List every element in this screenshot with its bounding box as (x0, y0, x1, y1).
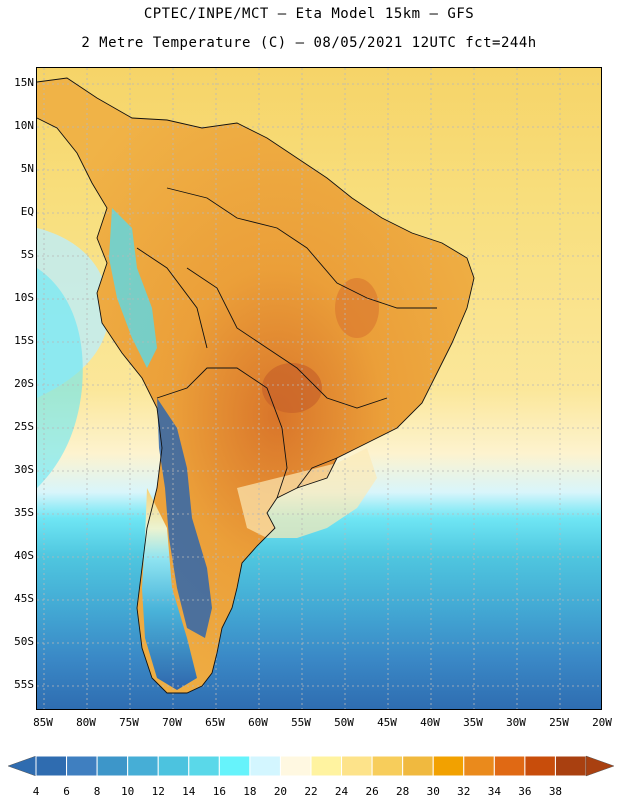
lat-label: 15N (14, 76, 34, 89)
colorbar-tick-label: 24 (334, 785, 349, 798)
country-borders (37, 77, 475, 694)
colorbar-swatch (371, 755, 404, 777)
lat-label: 35S (14, 506, 34, 519)
colorbar-swatch (310, 755, 343, 777)
lat-label: EQ (20, 205, 34, 218)
colorbar-tick-label: 20 (273, 785, 288, 798)
colorbar-tick-label: 18 (243, 785, 257, 798)
lon-label: 65W (205, 716, 225, 729)
map-title-line-1: CPTEC/INPE/MCT – Eta Model 15km – GFS (143, 6, 475, 22)
lat-label: 15S (14, 334, 34, 347)
colorbar-swatch (341, 755, 373, 777)
colorbar-swatch (554, 755, 587, 777)
north-andes-cool (109, 208, 157, 368)
hot-core-central (262, 363, 322, 413)
lon-label: 35W (463, 716, 483, 729)
lon-label: 55W (291, 716, 311, 729)
lon-label: 40W (420, 716, 440, 729)
lat-label: 5S (20, 248, 34, 261)
lat-label: 10S (14, 291, 34, 304)
colorbar-tick-label: 6 (63, 785, 70, 798)
colorbar-tick-label: 8 (93, 785, 101, 798)
andes-cold-ridge (157, 398, 212, 638)
lon-label: 80W (76, 716, 96, 729)
lat-label: 45S (14, 592, 34, 605)
colorbar-left-arrow (8, 755, 37, 777)
map-title-line-2: 2 Metre Temperature (C) – 08/05/2021 12U… (81, 35, 537, 51)
map-field (37, 68, 601, 709)
colorbar-tick-label: 10 (121, 785, 135, 798)
colorbar-swatch (279, 755, 312, 777)
colorbar-tick-label: 14 (182, 785, 196, 798)
colorbar-swatch (463, 755, 495, 777)
lat-label: 40S (14, 549, 34, 562)
colorbar-swatch (157, 755, 190, 777)
colorbar-tick-label: 34 (487, 785, 501, 798)
colorbar-swatch (493, 755, 526, 777)
lat-label: 50S (14, 635, 34, 648)
lat-label: 10N (14, 119, 34, 132)
colorbar-swatch (218, 755, 251, 777)
graticule-grid (37, 68, 601, 709)
lon-label: 60W (248, 716, 268, 729)
patagonia-cold (142, 488, 197, 690)
colorbar-tick-label: 32 (457, 785, 471, 798)
lon-label: 50W (334, 716, 354, 729)
colorbar (8, 755, 614, 777)
colorbar-tick-label: 22 (304, 785, 318, 798)
lon-label: 30W (506, 716, 526, 729)
colorbar-tick-label: 36 (518, 785, 532, 798)
colorbar-swatch (35, 755, 68, 777)
colorbar-tick-label: 26 (365, 785, 379, 798)
lon-label: 45W (377, 716, 397, 729)
colorbar-swatch (524, 755, 556, 777)
lat-label: 20S (14, 377, 34, 390)
colorbar-tick-label: 12 (151, 785, 165, 798)
colorbar-boxes (35, 755, 587, 777)
colorbar-swatch (249, 755, 281, 777)
lat-label: 55S (14, 678, 34, 691)
lat-label: 5N (20, 162, 34, 175)
lon-label: 70W (162, 716, 182, 729)
lat-label: 25S (14, 420, 34, 433)
lon-label: 85W (33, 716, 53, 729)
lon-label: 20W (592, 716, 612, 729)
colorbar-swatch (127, 755, 159, 777)
colorbar-swatch (432, 755, 465, 777)
pacific-cold-band (37, 268, 83, 488)
southern-plains-mild (237, 448, 377, 538)
lon-label: 25W (549, 716, 569, 729)
lat-label: 30S (14, 463, 34, 476)
colorbar-tick-label: 28 (396, 785, 410, 798)
colorbar-tick-label: 16 (212, 785, 226, 798)
colorbar-tick-label: 30 (426, 785, 440, 798)
hot-core-northeast (335, 278, 379, 338)
colorbar-swatch (402, 755, 434, 777)
colorbar-swatch (66, 755, 98, 777)
colorbar-swatch (188, 755, 220, 777)
temperature-map (36, 67, 602, 710)
colorbar-right-arrow (585, 755, 614, 777)
lon-label: 75W (119, 716, 139, 729)
colorbar-swatch (96, 755, 129, 777)
colorbar-tick-label: 4 (32, 785, 40, 798)
colorbar-tick-label: 38 (548, 785, 563, 798)
